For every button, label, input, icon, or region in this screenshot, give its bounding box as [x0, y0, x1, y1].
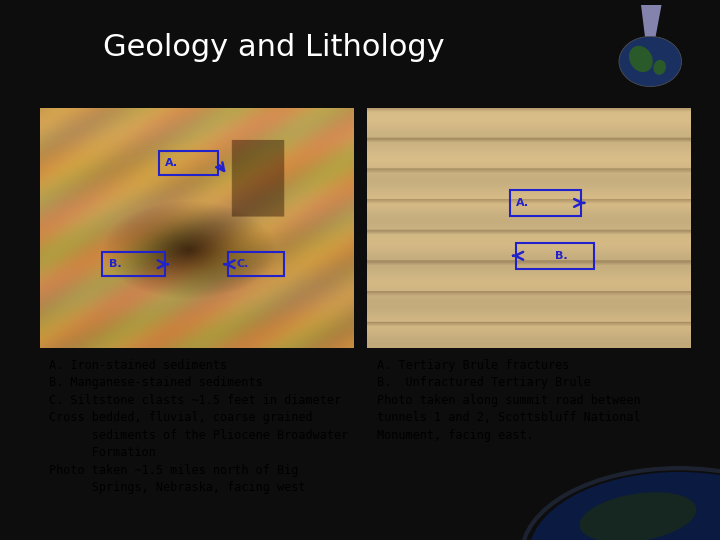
- Text: B.: B.: [109, 259, 121, 269]
- Text: A.: A.: [165, 158, 178, 168]
- Text: B.: B.: [555, 251, 568, 261]
- Ellipse shape: [580, 492, 696, 540]
- Polygon shape: [641, 4, 662, 37]
- Text: A.: A.: [516, 198, 529, 208]
- Ellipse shape: [653, 60, 666, 75]
- Circle shape: [528, 472, 720, 540]
- Text: A. Tertiary Brule fractures
B.  Unfractured Tertiary Brule
Photo taken along sum: A. Tertiary Brule fractures B. Unfractur…: [377, 359, 641, 442]
- Circle shape: [619, 36, 682, 86]
- Text: C.: C.: [237, 259, 249, 269]
- Text: Geology and Lithology: Geology and Lithology: [103, 33, 444, 62]
- Ellipse shape: [629, 46, 653, 72]
- Text: A. Iron-stained sediments
B. Manganese-stained sediments
C. Siltstone clasts ~1.: A. Iron-stained sediments B. Manganese-s…: [49, 359, 348, 494]
